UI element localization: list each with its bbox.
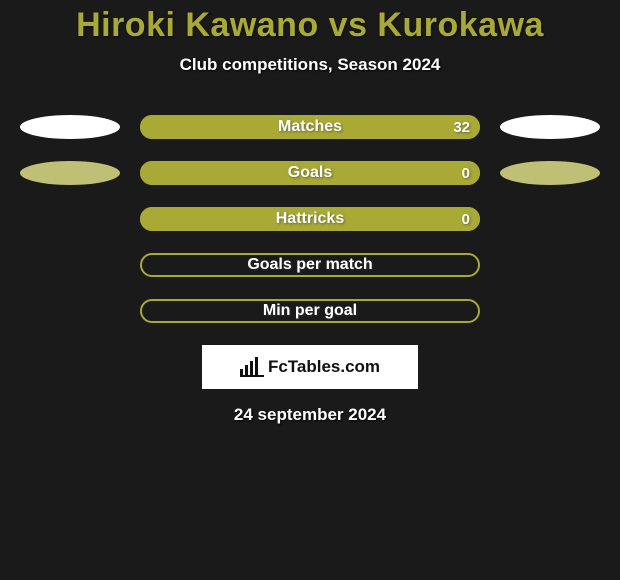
logo-chart-icon bbox=[240, 357, 264, 377]
bar-text: Matches32 bbox=[140, 115, 480, 139]
stat-bar: Matches32 bbox=[140, 115, 480, 139]
stat-label: Hattricks bbox=[140, 210, 480, 228]
page-subtitle: Club competitions, Season 2024 bbox=[0, 55, 620, 75]
bar-text: Min per goal bbox=[140, 299, 480, 323]
logo-box: FcTables.com bbox=[202, 345, 418, 389]
stat-value: 0 bbox=[462, 211, 470, 228]
footer-date: 24 september 2024 bbox=[0, 405, 620, 425]
stat-bar: Hattricks0 bbox=[140, 207, 480, 231]
stat-bar: Goals per match bbox=[140, 253, 480, 277]
stat-row: Hattricks0 bbox=[0, 207, 620, 231]
bar-text: Hattricks0 bbox=[140, 207, 480, 231]
stat-label: Min per goal bbox=[140, 302, 480, 320]
stat-row: Goals per match bbox=[0, 253, 620, 277]
right-marker bbox=[500, 115, 600, 139]
stat-row: Matches32 bbox=[0, 115, 620, 139]
stat-label: Goals bbox=[140, 164, 480, 182]
stat-row: Min per goal bbox=[0, 299, 620, 323]
right-marker bbox=[500, 161, 600, 185]
bar-text: Goals per match bbox=[140, 253, 480, 277]
logo-text: FcTables.com bbox=[268, 357, 380, 377]
stat-label: Matches bbox=[140, 118, 480, 136]
left-marker bbox=[20, 161, 120, 185]
stat-value: 0 bbox=[462, 165, 470, 182]
stat-value: 32 bbox=[453, 119, 470, 136]
stat-bar: Min per goal bbox=[140, 299, 480, 323]
bar-text: Goals0 bbox=[140, 161, 480, 185]
stats-rows: Matches32Goals0Hattricks0Goals per match… bbox=[0, 115, 620, 323]
stat-label: Goals per match bbox=[140, 256, 480, 274]
comparison-container: Hiroki Kawano vs Kurokawa Club competiti… bbox=[0, 0, 620, 425]
left-marker bbox=[20, 115, 120, 139]
stat-bar: Goals0 bbox=[140, 161, 480, 185]
logo: FcTables.com bbox=[240, 357, 380, 377]
stat-row: Goals0 bbox=[0, 161, 620, 185]
page-title: Hiroki Kawano vs Kurokawa bbox=[0, 6, 620, 45]
